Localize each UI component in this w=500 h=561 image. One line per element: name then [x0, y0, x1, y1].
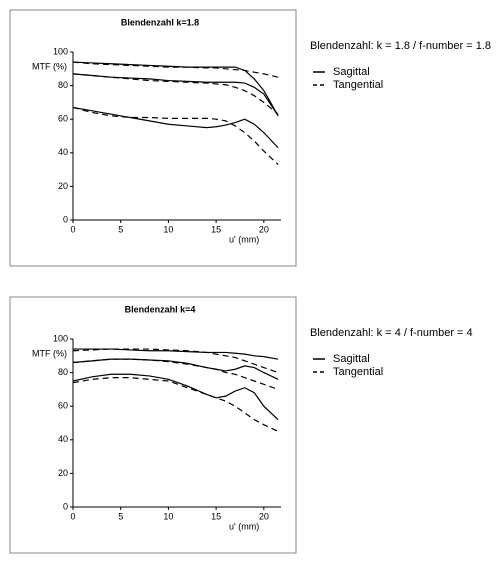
y-tick-label: 0 — [63, 501, 68, 511]
x-tick-label: 5 — [118, 511, 123, 521]
x-tick-label: 5 — [118, 224, 123, 234]
x-tick-label: 10 — [163, 224, 173, 234]
annotation: Blendenzahl: k = 1.8 / f-number = 1.8 — [310, 40, 491, 52]
x-tick-label: 20 — [259, 511, 269, 521]
mtf-curve — [72, 61, 279, 78]
mtf-curve — [72, 348, 279, 374]
mtf-curve — [72, 73, 279, 115]
mtf-curve — [72, 106, 279, 149]
y-axis-label: MTF (%) — [32, 61, 67, 71]
legend-label: Sagittal — [333, 66, 370, 78]
legend-label: Tangential — [333, 79, 383, 91]
y-tick-label: 20 — [58, 468, 68, 478]
y-tick-label: 60 — [58, 114, 68, 124]
y-tick-label: 100 — [53, 46, 68, 56]
x-tick-label: 10 — [163, 511, 173, 521]
chart-title: Blendenzahl k=1.8 — [121, 17, 199, 27]
x-tick-label: 0 — [70, 511, 75, 521]
mtf-curve — [72, 377, 279, 432]
y-tick-label: 60 — [58, 401, 68, 411]
y-tick-label: 20 — [58, 181, 68, 191]
x-axis-label: u' (mm) — [229, 234, 259, 244]
y-tick-label: 100 — [53, 333, 68, 343]
legend-label: Tangential — [333, 366, 383, 378]
mtf-curve — [72, 61, 279, 117]
mtf-curve — [72, 73, 279, 117]
x-tick-label: 15 — [211, 511, 221, 521]
mtf-curve — [72, 373, 279, 421]
y-tick-label: 80 — [58, 367, 68, 377]
y-axis-label: MTF (%) — [32, 348, 67, 358]
mtf-curve — [72, 358, 279, 390]
x-tick-label: 15 — [211, 224, 221, 234]
y-tick-label: 0 — [63, 214, 68, 224]
chart-title: Blendenzahl k=4 — [125, 304, 196, 314]
x-axis-label: u' (mm) — [229, 521, 259, 531]
panel-frame — [9, 9, 297, 267]
y-tick-label: 80 — [58, 80, 68, 90]
y-tick-label: 40 — [58, 434, 68, 444]
y-tick-label: 40 — [58, 147, 68, 157]
legend-label: Sagittal — [333, 353, 370, 365]
panel-frame — [9, 296, 297, 554]
x-tick-label: 20 — [259, 224, 269, 234]
x-tick-label: 0 — [70, 224, 75, 234]
mtf-curve — [72, 106, 279, 165]
annotation: Blendenzahl: k = 4 / f-number = 4 — [310, 327, 473, 339]
